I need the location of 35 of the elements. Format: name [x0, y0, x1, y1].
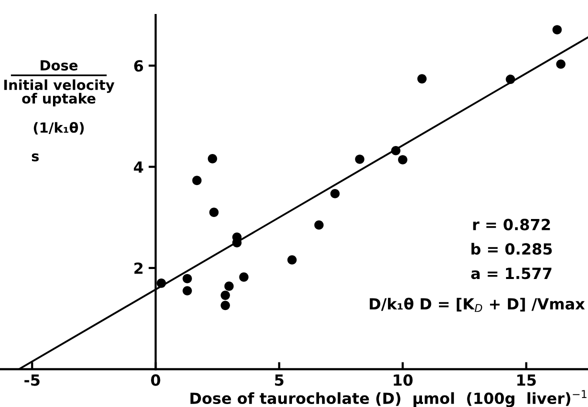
point: [224, 282, 234, 291]
x-axis-title: Dose of taurocholate (D) µmol (100g liver)$^{−1}$: [190, 390, 586, 407]
x-tick-label: 10: [394, 374, 413, 386]
y-tick-label: 6: [134, 60, 144, 72]
point: [220, 290, 230, 300]
point: [314, 220, 324, 230]
text: Dose Initial velocity of uptake (1/k₁θ) s: [4, 60, 114, 162]
y-tick-label: 4: [134, 161, 144, 173]
point: [398, 155, 408, 164]
annotation: D/k₁θ D = [K$_{D}$ + D] /Vmax: [370, 298, 585, 312]
x-tick-label: 5: [275, 374, 284, 386]
x-tick-label: -5: [24, 374, 40, 386]
point: [192, 176, 202, 186]
point: [391, 146, 400, 156]
y-tick-label: 2: [134, 262, 143, 274]
point: [232, 238, 242, 248]
point: [417, 74, 427, 84]
point: [330, 188, 340, 198]
point: [552, 25, 562, 34]
point: [156, 278, 166, 288]
point: [182, 286, 192, 296]
point: [239, 272, 249, 282]
point: [220, 300, 230, 310]
x-tick-label: 15: [517, 374, 536, 386]
point: [208, 154, 218, 164]
point: [287, 255, 297, 265]
point: [209, 208, 219, 217]
point: [182, 274, 192, 284]
point: [506, 74, 516, 84]
annotation: a = 1.577: [471, 268, 552, 280]
point: [355, 154, 364, 164]
annotation: b = 0.285: [471, 242, 552, 255]
annotation: r = 0.872: [473, 218, 550, 230]
point: [556, 59, 566, 69]
x-tick-label: 0: [151, 374, 160, 386]
